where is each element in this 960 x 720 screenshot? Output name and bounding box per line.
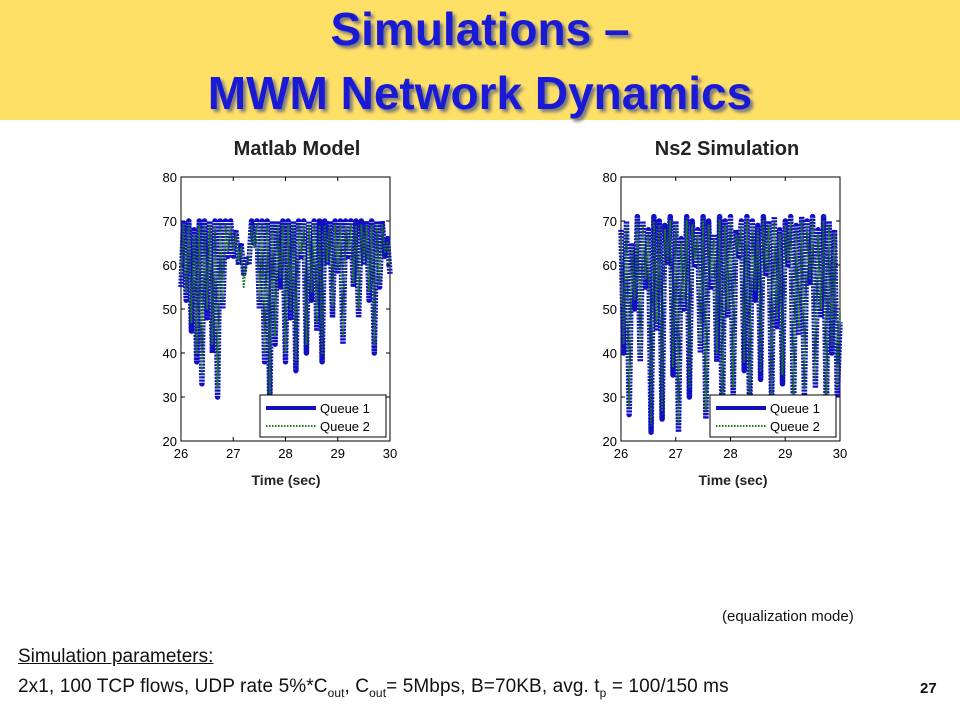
chart-matlab: 20 30 40 50 60 70 80 26 27 28 29 30 Queue 1 Queue 2 — [163, 170, 398, 461]
chart-ns2: 20 30 40 50 60 70 80 26 27 28 29 30 Queue 1 Queue 2 — [603, 170, 848, 461]
y-tick-label: 30 — [163, 390, 177, 405]
chart-title-ns2: Ns2 Simulation — [654, 138, 800, 160]
legend-label-1: Queue 1 — [770, 401, 820, 416]
x-tick-label: 30 — [833, 446, 847, 461]
y-tick-label: 40 — [163, 346, 177, 361]
series-line-2 — [620, 220, 841, 425]
chart-title-matlab: Matlab Model — [233, 138, 361, 160]
x-tick-label: 29 — [331, 446, 345, 461]
legend-box — [709, 394, 837, 438]
y-tick-label: 70 — [163, 214, 177, 229]
params-part2: , C — [344, 676, 370, 697]
slide-title-line2: MWM Network Dynamics — [207, 67, 753, 119]
x-tick-label: 28 — [278, 446, 292, 461]
legend-label-2: Queue 2 — [770, 419, 820, 434]
y-tick-label: 20 — [163, 434, 177, 449]
equalization-note: (equalization mode) — [722, 608, 854, 625]
y-tick-label: 40 — [603, 346, 617, 361]
params-text: 2x1, 100 TCP flows, UDP rate 5%*Cout, Co… — [18, 676, 729, 700]
legend-label-2: Queue 2 — [320, 419, 370, 434]
x-tick-label: 27 — [226, 446, 240, 461]
x-tick-label: 26 — [614, 446, 628, 461]
params-label: Simulation parameters: — [18, 646, 214, 667]
params-sub1: out — [327, 685, 345, 700]
legend-box — [259, 394, 387, 438]
series-line-1 — [178, 218, 393, 409]
y-tick-label: 20 — [603, 434, 617, 449]
x-tick-label: 26 — [174, 446, 188, 461]
params-sub2: out — [369, 685, 387, 700]
y-tick-label: 50 — [603, 302, 617, 317]
page-number: 27 — [920, 680, 937, 697]
x-tick-label: 30 — [383, 446, 397, 461]
params-part3: = 5Mbps, B=70KB, avg. t — [386, 676, 600, 697]
x-axis-label-matlab: Time (sec) — [251, 472, 321, 488]
y-tick-label: 70 — [603, 214, 617, 229]
title-band — [0, 0, 960, 120]
params-part4: = 100/150 ms — [606, 676, 729, 697]
x-tick-label: 29 — [778, 446, 792, 461]
x-tick-label: 27 — [669, 446, 683, 461]
y-tick-label: 60 — [603, 258, 617, 273]
x-axis-label-ns2: Time (sec) — [698, 472, 768, 488]
params-sub3: p — [599, 685, 607, 700]
y-tick-label: 80 — [163, 170, 177, 185]
y-tick-label: 30 — [603, 390, 617, 405]
series-line-2 — [180, 224, 391, 398]
y-tick-label: 50 — [163, 302, 177, 317]
x-tick-label: 28 — [723, 446, 737, 461]
y-tick-label: 80 — [603, 170, 617, 185]
params-part1: 2x1, 100 TCP flows, UDP rate 5%*C — [18, 676, 328, 697]
slide-title-line1: Simulations – — [330, 3, 630, 55]
legend-label-1: Queue 1 — [320, 401, 370, 416]
y-tick-label: 60 — [163, 258, 177, 273]
